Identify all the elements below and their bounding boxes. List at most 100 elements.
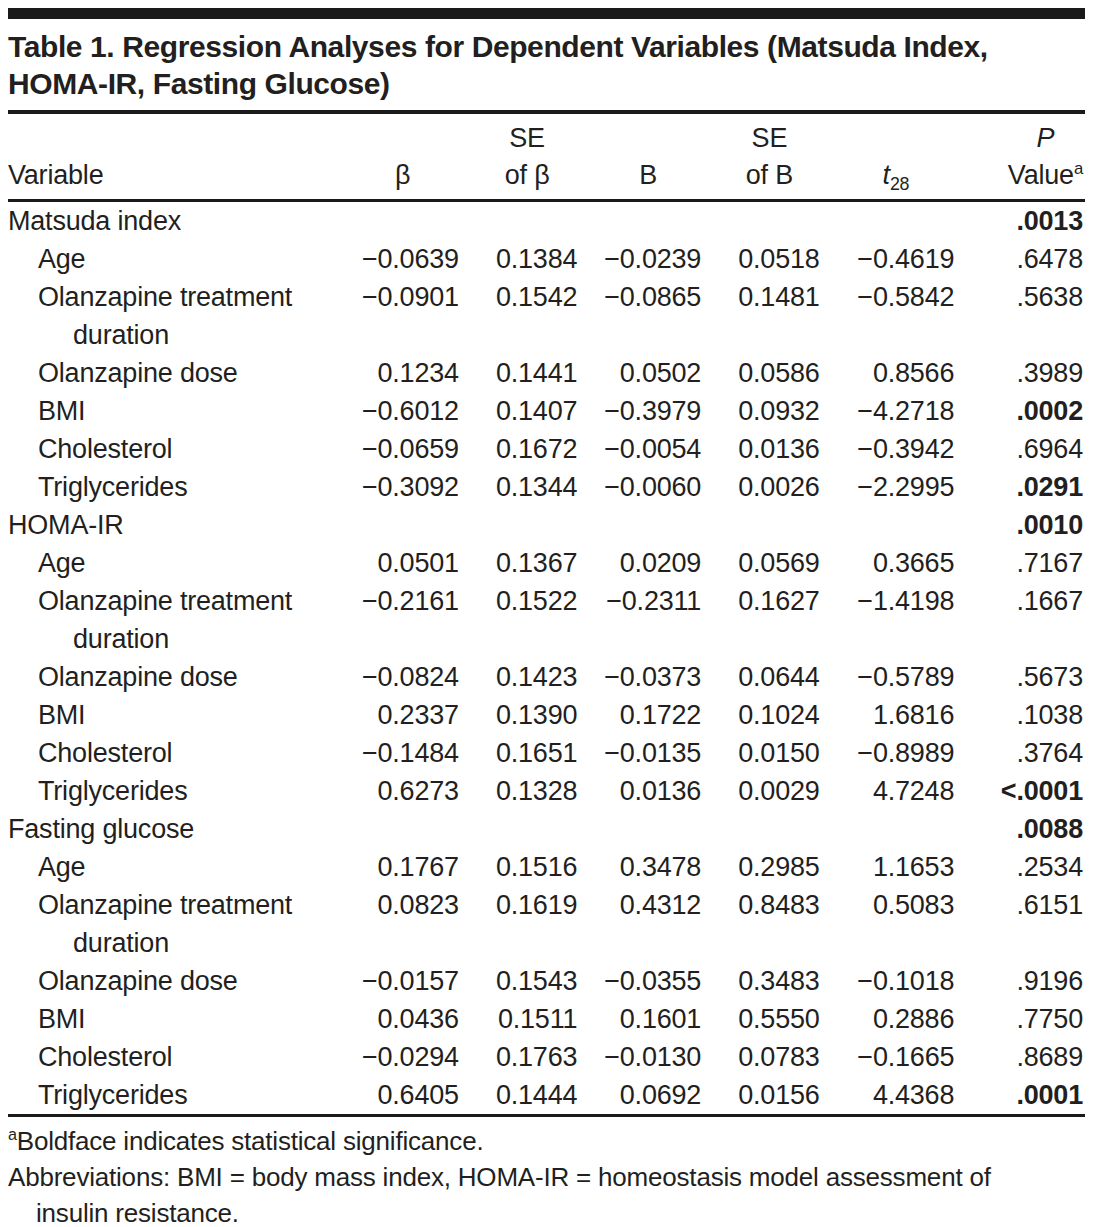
row-se-of-b: 0.3483: [710, 962, 828, 1000]
row-beta: 0.2337: [338, 696, 468, 734]
table-row: Age −0.0639 0.1384 −0.0239 0.0518 −0.461…: [8, 240, 1085, 278]
table-row: Olanzapine treatment duration −0.0901 0.…: [8, 278, 1085, 354]
row-beta: −0.6012: [338, 392, 468, 430]
row-p-value: .1038: [963, 696, 1085, 734]
row-b: −0.0054: [586, 430, 710, 468]
section-p-value: .0010: [963, 506, 1085, 544]
row-t28: −0.3942: [829, 430, 964, 468]
row-variable-label: Cholesterol: [8, 430, 338, 468]
row-variable: Age: [8, 544, 338, 582]
row-t28: −0.1665: [829, 1038, 964, 1076]
row-variable: Triglycerides: [8, 1076, 338, 1116]
row-se-of-b: 0.8483: [710, 886, 828, 962]
table-row: Olanzapine treatment duration 0.0823 0.1…: [8, 886, 1085, 962]
col-header-se-of-beta: SE of β: [468, 114, 586, 201]
row-t28: 0.5083: [829, 886, 964, 962]
table-row: Age 0.0501 0.1367 0.0209 0.0569 0.3665 .…: [8, 544, 1085, 582]
col-header-se-of-b-top: SE: [710, 120, 828, 157]
row-se-of-beta: 0.1543: [468, 962, 586, 1000]
row-variable: Triglycerides: [8, 468, 338, 506]
row-b: 0.4312: [586, 886, 710, 962]
row-se-of-beta: 0.1522: [468, 582, 586, 658]
table-title: Table 1. Regression Analyses for Depende…: [8, 28, 1085, 114]
col-header-se-of-b-bottom: of B: [710, 157, 828, 194]
row-variable: Triglycerides: [8, 772, 338, 810]
row-variable-label: BMI: [8, 392, 338, 430]
table-row: BMI 0.2337 0.1390 0.1722 0.1024 1.6816 .…: [8, 696, 1085, 734]
row-b: 0.1722: [586, 696, 710, 734]
row-p-value: .2534: [963, 848, 1085, 886]
row-t28: −0.8989: [829, 734, 964, 772]
row-se-of-beta: 0.1407: [468, 392, 586, 430]
row-beta: 0.1234: [338, 354, 468, 392]
header-row: Variable β SE of β B SE of B t28: [8, 114, 1085, 201]
row-se-of-beta: 0.1423: [468, 658, 586, 696]
row-variable: Cholesterol: [8, 430, 338, 468]
regression-table: Variable β SE of β B SE of B t28: [8, 114, 1085, 1117]
table-row: Age 0.1767 0.1516 0.3478 0.2985 1.1653 .…: [8, 848, 1085, 886]
row-se-of-b: 0.5550: [710, 1000, 828, 1038]
row-se-of-b: 0.0156: [710, 1076, 828, 1116]
row-t28: −0.5789: [829, 658, 964, 696]
row-b: −0.0239: [586, 240, 710, 278]
section-label: HOMA-IR: [8, 506, 963, 544]
row-variable-label: Olanzapine dose: [8, 354, 338, 392]
row-b: 0.0692: [586, 1076, 710, 1116]
row-variable-label: Olanzapine treatment duration: [8, 278, 338, 354]
row-se-of-b: 0.1481: [710, 278, 828, 354]
table-row: Olanzapine treatment duration −0.2161 0.…: [8, 582, 1085, 658]
row-se-of-b: 0.0026: [710, 468, 828, 506]
row-variable-label: Age: [8, 240, 338, 278]
row-b: −0.2311: [586, 582, 710, 658]
row-p-value: .0291: [963, 468, 1085, 506]
row-variable-label: Cholesterol: [8, 734, 338, 772]
row-p-value: .6478: [963, 240, 1085, 278]
table-row: Triglycerides 0.6405 0.1444 0.0692 0.015…: [8, 1076, 1085, 1116]
row-variable-label: Triglycerides: [8, 1076, 338, 1114]
top-rule-bar: [8, 8, 1085, 19]
row-t28: 4.4368: [829, 1076, 964, 1116]
row-p-value: .0002: [963, 392, 1085, 430]
table-row: BMI −0.6012 0.1407 −0.3979 0.0932 −4.271…: [8, 392, 1085, 430]
row-b: 0.1601: [586, 1000, 710, 1038]
col-header-b: B: [586, 114, 710, 201]
row-t28: 4.7248: [829, 772, 964, 810]
row-beta: 0.0823: [338, 886, 468, 962]
table-figure: Table 1. Regression Analyses for Depende…: [0, 0, 1093, 1227]
row-variable-label: Olanzapine dose: [8, 962, 338, 1000]
row-b: −0.0865: [586, 278, 710, 354]
footnote-abbreviations: Abbreviations: BMI = body mass index, HO…: [8, 1159, 1018, 1227]
col-header-p-value: P Valuea: [963, 114, 1085, 201]
row-variable: Olanzapine treatment duration: [8, 278, 338, 354]
row-b: 0.0136: [586, 772, 710, 810]
table-row: Triglycerides 0.6273 0.1328 0.0136 0.002…: [8, 772, 1085, 810]
row-beta: 0.1767: [338, 848, 468, 886]
row-beta: −0.0639: [338, 240, 468, 278]
row-t28: −1.4198: [829, 582, 964, 658]
row-se-of-beta: 0.1344: [468, 468, 586, 506]
row-se-of-b: 0.0644: [710, 658, 828, 696]
row-p-value: .0001: [963, 1076, 1085, 1116]
section-row: Fasting glucose .0088: [8, 810, 1085, 848]
row-variable: Cholesterol: [8, 1038, 338, 1076]
col-header-b-label: B: [586, 157, 710, 194]
row-p-value: .3764: [963, 734, 1085, 772]
row-se-of-beta: 0.1444: [468, 1076, 586, 1116]
row-se-of-b: 0.0569: [710, 544, 828, 582]
col-header-se-of-beta-bottom: of β: [468, 157, 586, 194]
col-header-variable-label: Variable: [8, 157, 338, 194]
row-se-of-b: 0.0586: [710, 354, 828, 392]
row-variable: Olanzapine treatment duration: [8, 886, 338, 962]
footnote-significance: aBoldface indicates statistical signific…: [8, 1123, 1085, 1159]
row-b: −0.0060: [586, 468, 710, 506]
row-variable-label: Olanzapine dose: [8, 658, 338, 696]
row-beta: 0.0436: [338, 1000, 468, 1038]
col-header-t28: t28: [829, 114, 964, 201]
col-header-t28-label: t28: [829, 157, 964, 194]
section-p-value: .0013: [963, 201, 1085, 241]
row-se-of-b: 0.0029: [710, 772, 828, 810]
row-beta: −0.1484: [338, 734, 468, 772]
row-t28: −4.2718: [829, 392, 964, 430]
row-se-of-b: 0.1627: [710, 582, 828, 658]
row-b: −0.3979: [586, 392, 710, 430]
